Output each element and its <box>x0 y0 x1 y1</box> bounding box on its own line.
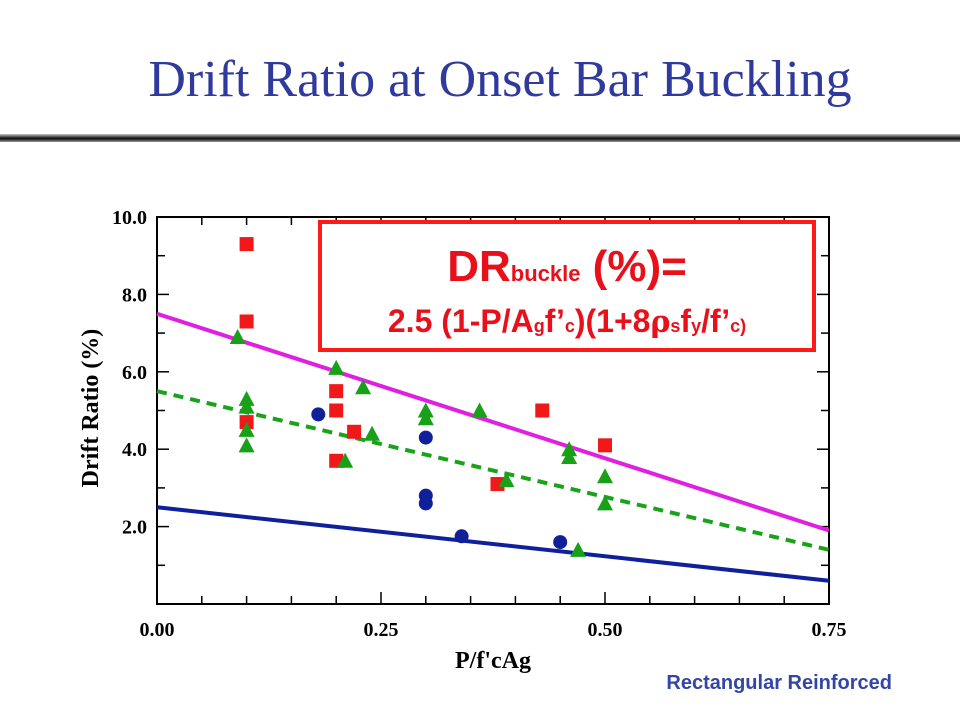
triangle-marker <box>355 379 372 395</box>
eq-sub-y: y <box>691 316 702 336</box>
eq-sub-c1: c <box>564 316 575 336</box>
triangle-marker <box>238 398 255 414</box>
circle-marker <box>454 529 469 544</box>
eq-part-c: )(1+8 <box>574 303 651 339</box>
triangle-marker <box>364 425 381 441</box>
x-tick-label: 0.25 <box>364 619 399 641</box>
y-tick-label: 6.0 <box>122 362 147 384</box>
eq-part-d: f <box>680 303 692 339</box>
equation-box: DRbuckle (%)= 2.5 (1-P/Agf’c)(1+8ρsfy/f’… <box>318 220 816 352</box>
triangle-marker <box>238 421 255 437</box>
square-marker <box>598 438 612 453</box>
triangle-marker <box>471 402 488 418</box>
triangle-marker <box>337 452 354 468</box>
y-tick-label: 4.0 <box>122 439 147 461</box>
slide-title: Drift Ratio at Onset Bar Buckling <box>148 51 852 108</box>
triangle-marker <box>417 402 434 418</box>
triangle-marker <box>597 495 613 511</box>
square-marker <box>490 477 505 492</box>
eq-part-e: /f’ <box>701 303 731 339</box>
square-marker <box>347 424 362 439</box>
fit-line-3 <box>156 505 830 583</box>
triangle-marker <box>570 541 587 557</box>
circle-marker <box>553 535 568 550</box>
eq-sub-g: g <box>533 316 545 336</box>
y-tick-label: 8.0 <box>122 284 147 306</box>
triangle-marker <box>238 437 255 453</box>
footer-caption: Rectangular Reinforced <box>666 672 892 694</box>
eq-buckle-sub: buckle <box>510 261 581 286</box>
equation-line-1: DRbuckle (%)= <box>322 242 812 299</box>
triangle-marker <box>328 359 345 375</box>
triangle-marker <box>417 410 434 426</box>
eq-part-a: 2.5 (1-P/A <box>387 303 534 339</box>
eq-percent: (%)= <box>580 242 687 291</box>
eq-part-b: f’ <box>544 303 565 339</box>
circle-marker <box>418 496 433 511</box>
x-tick-label: 0.75 <box>812 619 847 641</box>
square-marker <box>535 403 550 418</box>
x-tick-label: 0.00 <box>140 619 175 641</box>
x-axis-label: P/f'cAg <box>455 648 531 674</box>
square-marker <box>239 237 254 252</box>
triangle-marker <box>597 468 613 484</box>
triangle-marker <box>498 472 515 488</box>
fit-line-2 <box>156 389 830 552</box>
square-marker <box>239 314 254 329</box>
circle-marker <box>311 407 326 422</box>
fit-line-1 <box>156 311 830 533</box>
equation-line-2: 2.5 (1-P/Agf’c)(1+8ρsfy/f’c) <box>322 302 812 345</box>
square-marker <box>329 384 344 399</box>
triangle-marker <box>229 328 246 344</box>
circle-marker <box>418 430 433 445</box>
x-tick-label: 0.50 <box>588 619 623 641</box>
eq-rho: ρ <box>650 305 671 340</box>
y-tick-label: 2.0 <box>122 517 147 539</box>
triangle-marker <box>561 441 578 457</box>
triangle-marker <box>561 448 578 464</box>
title-divider <box>0 134 960 142</box>
y-axis-label: Drift Ratio (%) <box>78 329 104 488</box>
eq-dr: DR <box>447 242 511 291</box>
y-tick-label: 10.0 <box>112 207 147 229</box>
square-marker <box>329 403 344 418</box>
eq-sub-s: s <box>670 316 681 336</box>
triangle-marker <box>238 390 255 406</box>
eq-sub-c2: c) <box>730 316 747 336</box>
